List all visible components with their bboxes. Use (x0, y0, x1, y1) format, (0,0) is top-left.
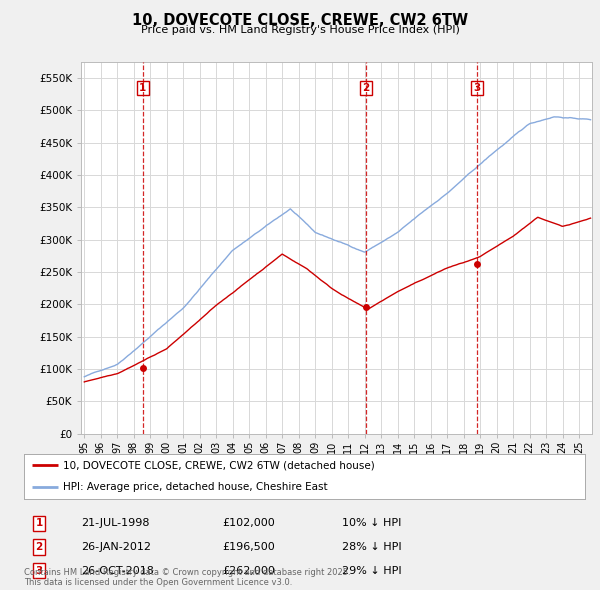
Text: 29% ↓ HPI: 29% ↓ HPI (342, 566, 401, 575)
Text: 1: 1 (35, 519, 43, 528)
Text: 1: 1 (139, 83, 146, 93)
Text: 26-OCT-2018: 26-OCT-2018 (81, 566, 154, 575)
Text: 21-JUL-1998: 21-JUL-1998 (81, 519, 149, 528)
Text: £262,000: £262,000 (222, 566, 275, 575)
Text: 10% ↓ HPI: 10% ↓ HPI (342, 519, 401, 528)
Text: £196,500: £196,500 (222, 542, 275, 552)
Text: 3: 3 (473, 83, 481, 93)
Text: 2: 2 (35, 542, 43, 552)
Text: Contains HM Land Registry data © Crown copyright and database right 2025.
This d: Contains HM Land Registry data © Crown c… (24, 568, 350, 587)
Text: HPI: Average price, detached house, Cheshire East: HPI: Average price, detached house, Ches… (63, 483, 328, 493)
Text: 3: 3 (35, 566, 43, 575)
Text: 28% ↓ HPI: 28% ↓ HPI (342, 542, 401, 552)
Text: 26-JAN-2012: 26-JAN-2012 (81, 542, 151, 552)
Text: £102,000: £102,000 (222, 519, 275, 528)
Text: 10, DOVECOTE CLOSE, CREWE, CW2 6TW: 10, DOVECOTE CLOSE, CREWE, CW2 6TW (132, 13, 468, 28)
Text: Price paid vs. HM Land Registry's House Price Index (HPI): Price paid vs. HM Land Registry's House … (140, 25, 460, 35)
Text: 2: 2 (362, 83, 370, 93)
Text: 10, DOVECOTE CLOSE, CREWE, CW2 6TW (detached house): 10, DOVECOTE CLOSE, CREWE, CW2 6TW (deta… (63, 460, 375, 470)
